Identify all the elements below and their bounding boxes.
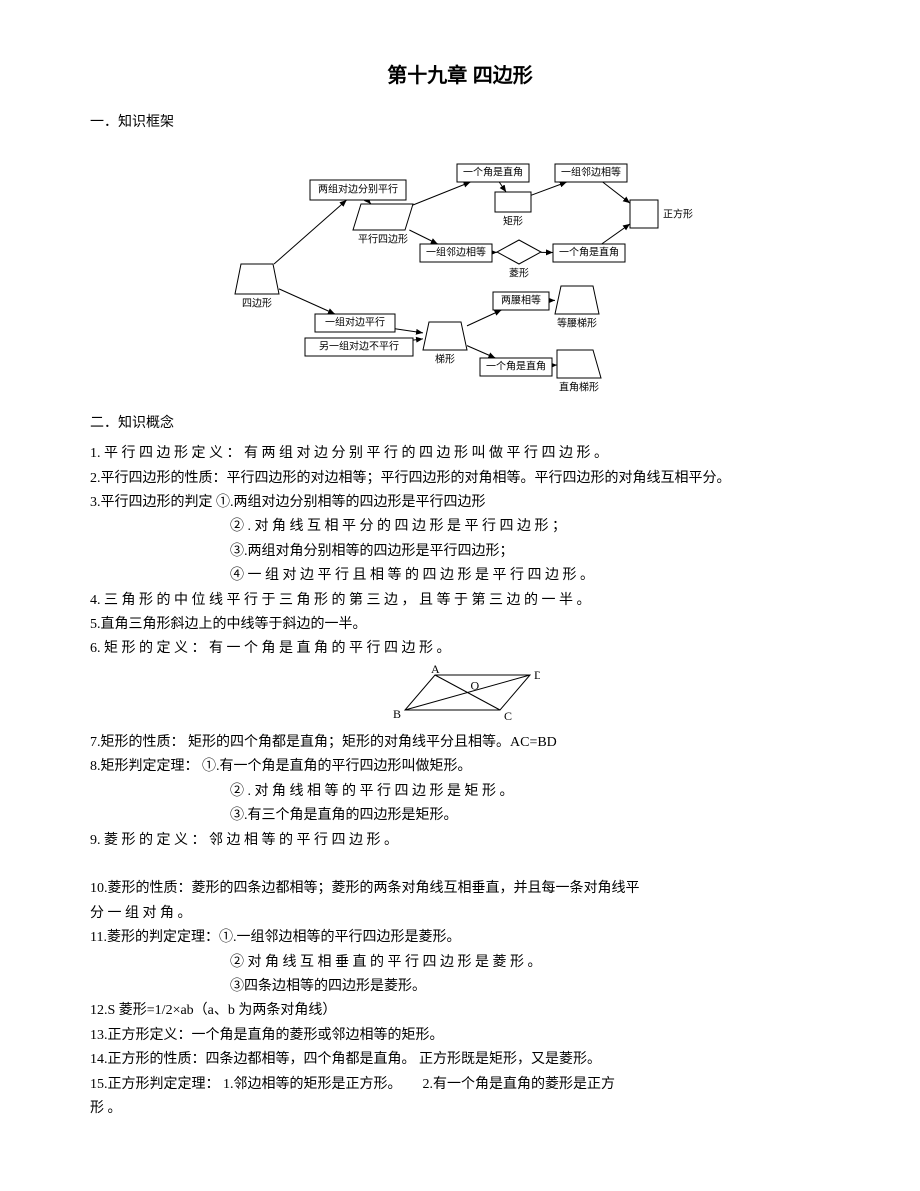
svg-text:四边形: 四边形 <box>242 298 272 310</box>
item-15c: 形 。 <box>90 1098 830 1120</box>
item-10b: 分 一 组 对 角 。 <box>90 903 830 925</box>
item-8c: ③.有三个角是直角的四边形是矩形。 <box>230 805 830 827</box>
item-15-left: 15.正方形判定定理： 1.邻边相等的矩形是正方形。 <box>90 1077 402 1092</box>
svg-text:O: O <box>471 678 480 692</box>
item-7: 7.矩形的性质： 矩形的四个角都是直角；矩形的对角线平分且相等。AC=BD <box>90 732 830 754</box>
svg-text:直角梯形: 直角梯形 <box>559 381 599 394</box>
item-12: 12.S 菱形=1/2×ab（a、b 为两条对角线） <box>90 1000 830 1022</box>
svg-text:一组邻边相等: 一组邻边相等 <box>561 166 621 179</box>
chapter-title: 第十九章 四边形 <box>90 60 830 92</box>
svg-text:正方形: 正方形 <box>663 208 693 221</box>
svg-text:一个角是直角: 一个角是直角 <box>486 360 546 373</box>
svg-text:两组对边分别平行: 两组对边分别平行 <box>318 183 398 196</box>
knowledge-flowchart: 四边形两组对边分别平行平行四边形一个角是直角矩形一组邻边相等一组邻边相等菱形一个… <box>90 144 830 402</box>
item-3b: ② . 对 角 线 互 相 平 分 的 四 边 形 是 平 行 四 边 形 ； <box>230 516 830 538</box>
svg-text:一个角是直角: 一个角是直角 <box>463 166 523 179</box>
svg-text:一组对边平行: 一组对边平行 <box>325 316 385 329</box>
item-15: 15.正方形判定定理： 1.邻边相等的矩形是正方形。 2.有一个角是直角的菱形是… <box>90 1074 830 1096</box>
rectangle-figure: A D C B O <box>90 665 830 728</box>
svg-text:一个角是直角: 一个角是直角 <box>559 246 619 259</box>
svg-text:平行四边形: 平行四边形 <box>358 233 408 246</box>
svg-text:另一组对边不平行: 另一组对边不平行 <box>319 340 399 353</box>
item-3c: ③.两组对角分别相等的四边形是平行四边形； <box>230 541 830 563</box>
item-2: 2.平行四边形的性质：平行四边形的对边相等；平行四边形的对角相等。平行四边形的对… <box>90 468 830 490</box>
section-1-heading: 一．知识框架 <box>90 112 830 134</box>
section-2-heading: 二．知识概念 <box>90 413 830 435</box>
svg-text:一组邻边相等: 一组邻边相等 <box>426 246 486 259</box>
svg-text:C: C <box>504 709 512 720</box>
item-4: 4. 三 角 形 的 中 位 线 平 行 于 三 角 形 的 第 三 边 ， 且… <box>90 590 830 612</box>
svg-text:B: B <box>393 707 401 720</box>
item-8-lead: 8.矩形判定定理： ①.有一个角是直角的平行四边形叫做矩形。 <box>90 756 830 778</box>
item-6: 6. 矩 形 的 定 义 ： 有 一 个 角 是 直 角 的 平 行 四 边 形… <box>90 638 830 660</box>
svg-text:梯形: 梯形 <box>435 353 455 366</box>
item-15-right: 2.有一个角是直角的菱形是正方 <box>423 1077 616 1092</box>
item-1: 1. 平 行 四 边 形 定 义 ： 有 两 组 对 边 分 别 平 行 的 四… <box>90 443 830 465</box>
item-14: 14.正方形的性质：四条边都相等，四个角都是直角。 正方形既是矩形，又是菱形。 <box>90 1049 830 1071</box>
item-13: 13.正方形定义：一个角是直角的菱形或邻边相等的矩形。 <box>90 1025 830 1047</box>
svg-text:D: D <box>534 668 540 682</box>
svg-text:A: A <box>431 665 440 676</box>
svg-text:矩形: 矩形 <box>503 215 523 228</box>
item-9: 9. 菱 形 的 定 义 ： 邻 边 相 等 的 平 行 四 边 形 。 <box>90 830 830 852</box>
svg-text:两腰相等: 两腰相等 <box>501 294 541 307</box>
item-10a: 10.菱形的性质：菱形的四条边都相等；菱形的两条对角线互相垂直，并且每一条对角线… <box>90 878 830 900</box>
item-5: 5.直角三角形斜边上的中线等于斜边的一半。 <box>90 614 830 636</box>
item-8b: ② . 对 角 线 相 等 的 平 行 四 边 形 是 矩 形 。 <box>230 781 830 803</box>
svg-text:菱形: 菱形 <box>509 268 529 280</box>
item-11-lead: 11.菱形的判定定理：①.一组邻边相等的平行四边形是菱形。 <box>90 927 830 949</box>
item-11c: ③四条边相等的四边形是菱形。 <box>230 976 830 998</box>
item-11b: ② 对 角 线 互 相 垂 直 的 平 行 四 边 形 是 菱 形 。 <box>230 952 830 974</box>
item-3-lead: 3.平行四边形的判定 ①.两组对边分别相等的四边形是平行四边形 <box>90 492 830 514</box>
item-3d: ④ 一 组 对 边 平 行 且 相 等 的 四 边 形 是 平 行 四 边 形 … <box>230 565 830 587</box>
svg-text:等腰梯形: 等腰梯形 <box>557 317 597 330</box>
